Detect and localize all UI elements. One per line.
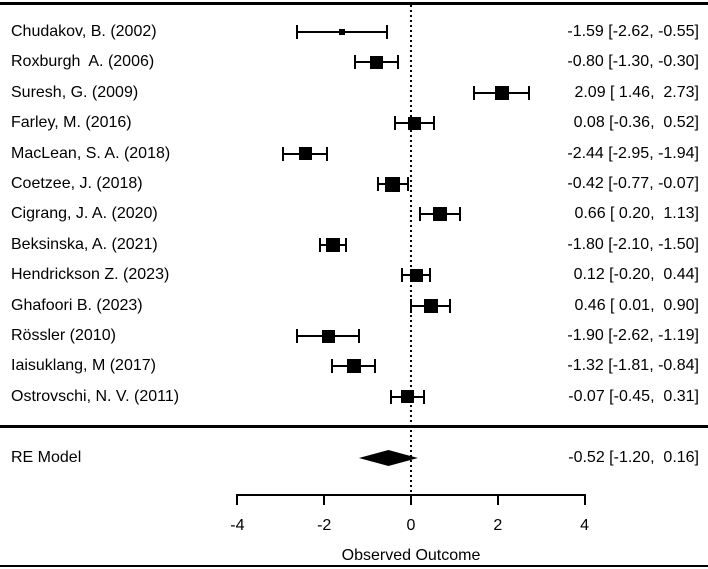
top-border-line	[0, 2, 708, 5]
effect-size-value: 2.09 [ 1.46, 2.73]	[574, 83, 699, 101]
ci-cap-left	[296, 329, 299, 343]
ci-cap-left	[473, 85, 476, 100]
effect-size-value: 0.12 [-0.20, 0.44]	[573, 266, 699, 284]
ci-cap-left	[296, 25, 299, 39]
ci-cap-left	[390, 389, 393, 404]
effect-size-value: -0.07 [-0.45, 0.31]	[568, 387, 699, 405]
x-axis-tick	[496, 494, 499, 505]
zero-reference-line	[410, 5, 412, 495]
point-estimate-marker	[298, 147, 312, 161]
ci-cap-right	[358, 329, 361, 343]
point-estimate-marker	[322, 329, 336, 343]
effect-size-value: -1.59 [-2.62, -0.55]	[567, 23, 699, 40]
study-label: Hendrickson Z. (2023)	[11, 266, 170, 284]
ci-cap-left	[331, 359, 334, 374]
ci-cap-left	[318, 237, 321, 252]
ci-cap-left	[376, 177, 379, 191]
study-label: Roxburgh A. (2006)	[11, 53, 155, 71]
point-estimate-marker	[423, 298, 438, 313]
summary-label: RE Model	[11, 449, 82, 466]
study-label: Suresh, G. (2009)	[11, 83, 139, 101]
point-estimate-marker	[369, 55, 383, 69]
ci-cap-right	[423, 389, 426, 404]
study-label: Ghafoori B. (2023)	[11, 296, 143, 314]
ci-cap-right	[449, 298, 452, 313]
ci-cap-left	[418, 207, 421, 222]
summary-value: -0.52 [-1.20, 0.16]	[568, 449, 699, 466]
x-axis-tick-label: 2	[493, 517, 503, 534]
x-axis-tick	[236, 494, 239, 505]
point-estimate-marker	[325, 237, 340, 252]
bottom-border-line	[0, 565, 708, 567]
ci-cap-right	[386, 25, 389, 39]
x-axis-tick-label: 0	[406, 517, 416, 534]
x-axis-tick-label: -2	[317, 517, 332, 534]
effect-size-value: 0.46 [ 0.01, 0.90]	[574, 296, 699, 314]
ci-cap-right	[373, 359, 376, 374]
x-axis-tick-label: -4	[230, 517, 245, 534]
ci-cap-left	[394, 116, 397, 131]
summary-separator-line	[0, 425, 708, 428]
effect-size-value: -1.90 [-2.62, -1.19]	[567, 327, 699, 344]
study-label: Chudakov, B. (2002)	[11, 23, 157, 40]
ci-cap-left	[410, 298, 413, 313]
ci-cap-right	[429, 268, 432, 283]
ci-cap-right	[344, 237, 347, 252]
effect-size-value: 0.08 [-0.36, 0.52]	[573, 114, 699, 132]
study-label: Iaisuklang, M (2017)	[11, 357, 156, 375]
point-estimate-marker	[407, 116, 421, 130]
ci-cap-left	[401, 268, 404, 283]
x-axis-tick	[323, 494, 326, 505]
ci-cap-right	[396, 55, 399, 70]
point-estimate-marker	[385, 176, 401, 192]
x-axis-tick	[583, 494, 586, 505]
effect-size-value: -1.80 [-2.10, -1.50]	[567, 235, 699, 253]
x-axis-title: Observed Outcome	[341, 547, 481, 564]
point-estimate-marker	[401, 390, 415, 404]
x-axis-tick-label: 4	[580, 517, 590, 534]
study-label: Farley, M. (2016)	[11, 114, 132, 132]
summary-diamond	[358, 450, 418, 466]
x-axis-tick	[410, 494, 412, 505]
effect-size-value: -1.32 [-1.81, -0.84]	[567, 357, 699, 375]
effect-size-value: -0.42 [-0.77, -0.07]	[567, 175, 699, 192]
point-estimate-marker	[338, 29, 345, 35]
study-label: Rössler (2010)	[11, 327, 116, 344]
ci-cap-right	[325, 146, 328, 161]
study-label: Beksinska, A. (2021)	[11, 235, 158, 253]
point-estimate-marker	[432, 207, 447, 222]
study-label: Cigrang, J. A. (2020)	[11, 205, 158, 223]
point-estimate-marker	[346, 359, 361, 374]
effect-size-value: -2.44 [-2.95, -1.94]	[567, 144, 699, 162]
ci-cap-left	[281, 146, 284, 161]
ci-cap-left	[353, 55, 356, 70]
ci-cap-right	[432, 116, 435, 131]
ci-cap-right	[459, 207, 462, 222]
effect-size-value: -0.80 [-1.30, -0.30]	[567, 53, 699, 71]
ci-cap-right	[406, 177, 409, 191]
point-estimate-marker	[409, 268, 423, 282]
study-label: MacLean, S. A. (2018)	[11, 144, 171, 162]
point-estimate-marker	[494, 85, 509, 100]
effect-size-value: 0.66 [ 0.20, 1.13]	[574, 205, 699, 223]
study-label: Ostrovschi, N. V. (2011)	[11, 387, 180, 405]
study-label: Coetzee, J. (2018)	[11, 175, 143, 192]
ci-cap-right	[528, 85, 531, 100]
